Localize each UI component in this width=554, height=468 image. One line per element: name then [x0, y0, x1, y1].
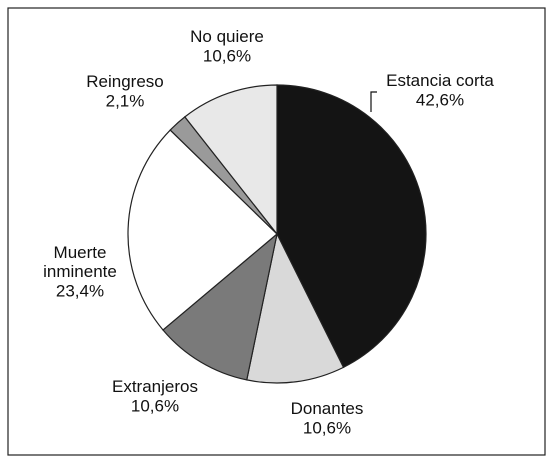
slice-value-label: 23,4% [56, 281, 104, 300]
pie-slice [162, 232, 278, 381]
pie-slice [276, 84, 427, 369]
pie-slice [184, 84, 278, 236]
slice-value-label: 10,6% [303, 418, 351, 437]
pie-slice [246, 232, 345, 384]
slice-label: Reingreso [86, 72, 164, 91]
frame [7, 7, 546, 456]
slice-label: Muerte inminente [43, 243, 117, 281]
slice-value-label: 42,6% [416, 90, 464, 109]
slice-label: Estancia corta [386, 71, 494, 90]
slice-label: Extranjeros [112, 377, 198, 396]
slice-value-label: 10,6% [131, 396, 179, 415]
slice-label: Donantes [291, 399, 364, 418]
slice-label: No quiere [190, 27, 264, 46]
leader-line [370, 91, 377, 112]
slice-value-label: 2,1% [106, 91, 145, 110]
slice-value-label: 10,6% [203, 46, 251, 65]
pie-slice [127, 129, 278, 331]
